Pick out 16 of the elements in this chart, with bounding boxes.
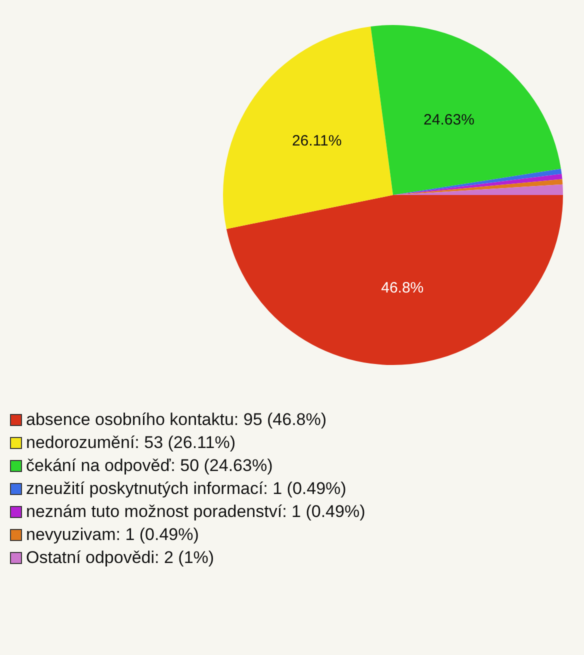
legend-label: nevyuzivam: 1 (0.49%) (26, 524, 199, 546)
legend-label: zneužití poskytnutých informací: 1 (0.49%) (26, 478, 346, 500)
legend-label: absence osobního kontaktu: 95 (46.8%) (26, 409, 327, 431)
pie-slice (226, 195, 563, 365)
data-label: 26.11% (292, 132, 342, 150)
legend-label: Ostatní odpovědi: 2 (1%) (26, 547, 214, 569)
data-label: 24.63% (424, 112, 474, 129)
pie-slice (370, 25, 561, 195)
pie-slice (393, 179, 563, 195)
pie-slice (223, 26, 393, 229)
data-label: 46.8% (381, 280, 424, 297)
pie-slice (393, 174, 562, 195)
pie-slice (393, 168, 562, 195)
legend-label: nedorozumění: 53 (26.11%) (26, 432, 236, 454)
legend-label: neznám tuto možnost poradenství: 1 (0.49%) (26, 501, 366, 523)
legend-label: čekání na odpověď: 50 (24.63%) (26, 455, 273, 477)
